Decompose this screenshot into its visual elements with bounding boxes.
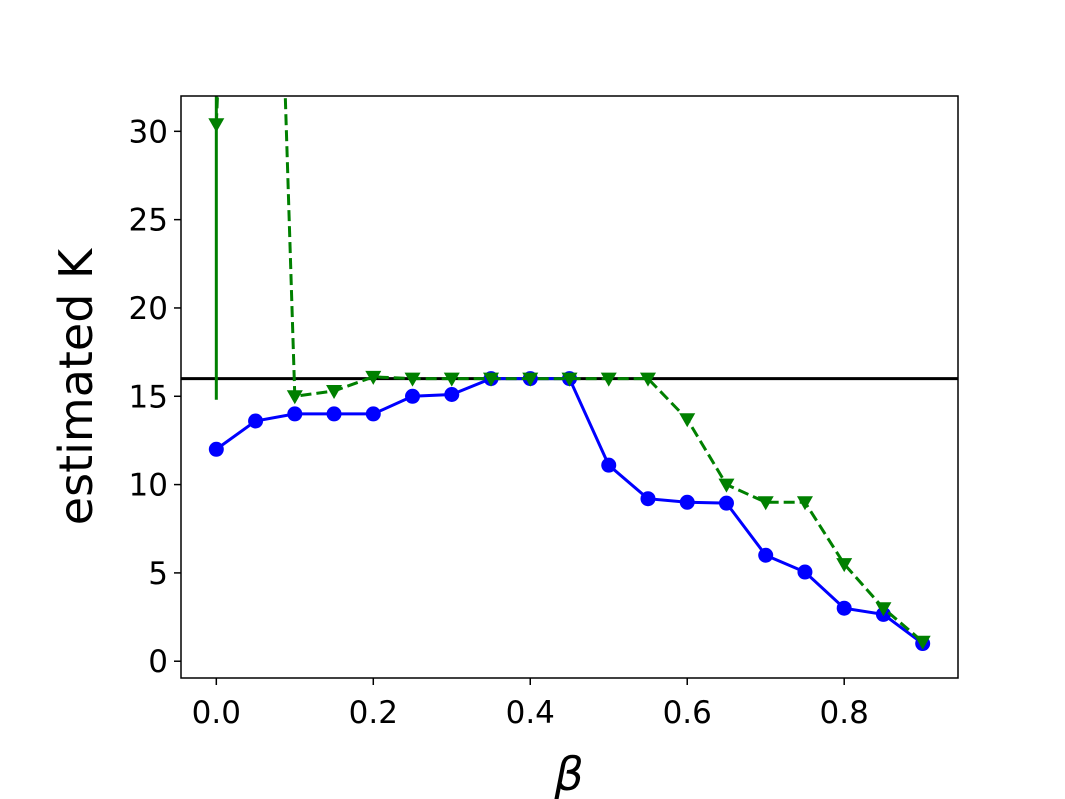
marker: [757, 496, 774, 511]
marker: [248, 413, 264, 429]
y-tick-label: 20: [129, 291, 168, 327]
marker: [639, 372, 656, 387]
marker: [561, 372, 578, 387]
marker: [914, 635, 931, 650]
marker: [405, 388, 421, 404]
marker: [836, 600, 852, 616]
marker: [286, 390, 303, 405]
x-axis-label: β: [553, 747, 583, 799]
x-tick-label: 0.4: [506, 695, 555, 731]
marker: [287, 406, 303, 422]
y-tick-label: 0: [148, 644, 168, 680]
marker: [208, 441, 224, 457]
marker: [326, 384, 343, 399]
y-axis-label: estimated K: [49, 247, 103, 525]
marker: [208, 118, 225, 133]
y-tick-label: 10: [129, 468, 168, 504]
marker: [796, 496, 813, 511]
marker: [836, 558, 853, 573]
x-tick-label: 0.8: [820, 695, 869, 731]
marker: [365, 406, 381, 422]
axes-frame: [180, 95, 959, 679]
marker: [679, 413, 696, 428]
marker: [875, 602, 892, 617]
x-tick-label: 0.0: [192, 695, 241, 731]
marker: [679, 494, 695, 510]
marker: [326, 406, 342, 422]
y-tick-label: 5: [148, 556, 168, 592]
marker: [444, 387, 460, 403]
marker: [365, 370, 382, 385]
y-tick-label: 25: [129, 203, 168, 239]
marker: [718, 495, 734, 511]
y-tick-label: 30: [129, 114, 168, 150]
marker: [601, 457, 617, 473]
marker: [758, 547, 774, 563]
x-tick-label: 0.6: [663, 695, 712, 731]
y-tick-label: 15: [129, 379, 168, 415]
marker: [483, 372, 500, 387]
marker: [443, 372, 460, 387]
x-tick-label: 0.2: [349, 695, 398, 731]
plot-area: [181, 96, 958, 652]
marker: [600, 372, 617, 387]
marker: [640, 491, 656, 507]
marker: [404, 372, 421, 387]
marker: [522, 372, 539, 387]
marker: [797, 564, 813, 580]
marker: [718, 478, 735, 493]
